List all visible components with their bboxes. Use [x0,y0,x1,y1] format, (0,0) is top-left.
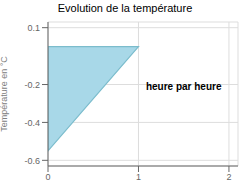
svg-text:0: 0 [45,172,50,182]
svg-text:-0.2: -0.2 [24,80,40,90]
svg-text:0.1: 0.1 [27,23,40,33]
svg-text:2: 2 [226,172,231,182]
html-text:Evolution de la température: Evolution de la température [57,2,193,14]
svg-text:-0.6: -0.6 [24,156,40,166]
svg-text:Température en °C: Température en °C [8,56,9,132]
svg-text:1: 1 [136,172,141,182]
svg-text:heure par heure: heure par heure [146,81,222,92]
svg-text:-0.4: -0.4 [24,118,40,128]
